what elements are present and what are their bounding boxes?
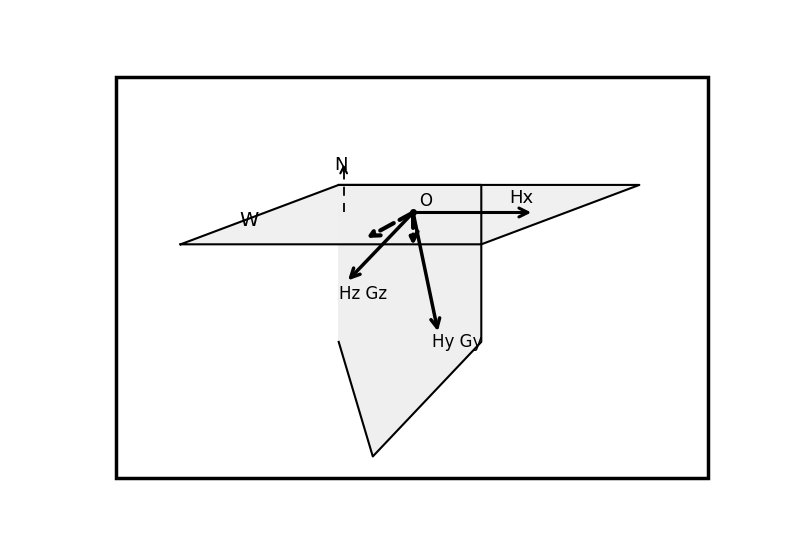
Text: Hy Gy: Hy Gy [432, 333, 482, 352]
Text: Hz Gz: Hz Gz [338, 285, 387, 302]
Text: Hx: Hx [510, 189, 534, 207]
Text: W: W [239, 212, 258, 230]
Text: O: O [419, 192, 432, 210]
Polygon shape [181, 185, 639, 244]
Polygon shape [338, 185, 482, 456]
Text: N: N [334, 156, 347, 174]
